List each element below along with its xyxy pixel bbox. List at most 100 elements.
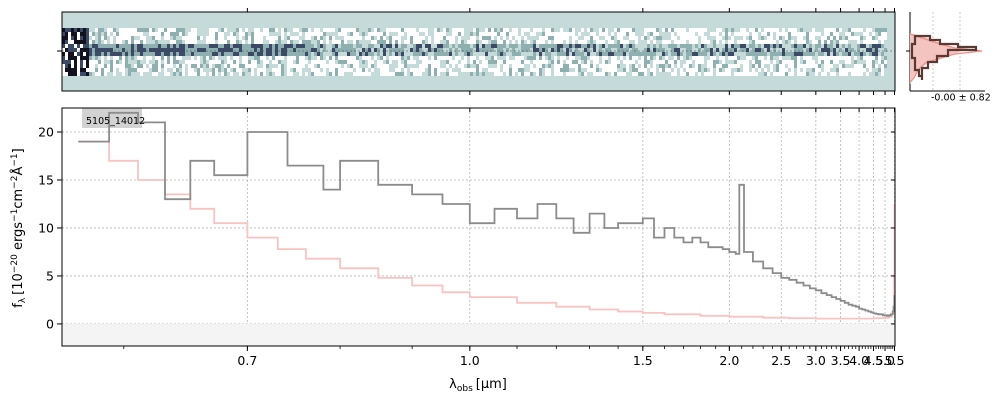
heatmap-cell	[467, 68, 470, 72]
heatmap-cell	[203, 60, 206, 64]
heatmap-cell	[797, 60, 800, 64]
heatmap-cell	[317, 72, 320, 76]
heatmap-cell	[86, 52, 89, 56]
heatmap-cell	[866, 64, 869, 68]
heatmap-cell	[308, 48, 311, 52]
heatmap-cell	[350, 60, 353, 64]
heatmap-cell	[878, 28, 881, 32]
heatmap-cell	[560, 40, 563, 44]
y-tick-label: 0	[46, 316, 54, 331]
heatmap-cell	[590, 44, 593, 48]
heatmap-cell	[782, 64, 785, 68]
heatmap-cell	[767, 36, 770, 40]
heatmap-cell	[434, 32, 437, 36]
heatmap-cell	[695, 56, 698, 60]
heatmap-cell	[551, 60, 554, 64]
x-tick-label: 0.7	[237, 353, 257, 368]
heatmap-cell	[119, 64, 122, 68]
heatmap-cell	[728, 64, 731, 68]
heatmap-cell	[104, 52, 107, 56]
heatmap-cell	[107, 68, 110, 72]
heatmap-cell	[677, 28, 680, 32]
heatmap-cell	[809, 56, 812, 60]
heatmap-cell	[143, 52, 146, 56]
heatmap-cell	[425, 60, 428, 64]
heatmap-cell	[548, 56, 551, 60]
heatmap-cell	[458, 28, 461, 32]
heatmap-cell	[98, 48, 101, 52]
heatmap-cell	[458, 44, 461, 48]
heatmap-cell	[128, 72, 131, 76]
heatmap-cell	[659, 64, 662, 68]
heatmap-cell	[380, 60, 383, 64]
heatmap-cell	[269, 52, 272, 56]
heatmap-cell	[83, 48, 86, 52]
heatmap-cell	[134, 28, 137, 32]
heatmap-cell	[317, 64, 320, 68]
heatmap-cell	[383, 44, 386, 48]
heatmap-cell	[458, 32, 461, 36]
heatmap-cell	[86, 28, 89, 32]
heatmap-cell	[581, 44, 584, 48]
heatmap-cell	[266, 32, 269, 36]
heatmap-cell	[119, 48, 122, 52]
heatmap-cell	[737, 44, 740, 48]
heatmap-cell	[830, 56, 833, 60]
heatmap-cell	[770, 40, 773, 44]
heatmap-cell	[644, 36, 647, 40]
heatmap-cell	[344, 48, 347, 52]
heatmap-cell	[320, 52, 323, 56]
heatmap-cell	[356, 44, 359, 48]
heatmap-cell	[266, 28, 269, 32]
heatmap-cell	[548, 52, 551, 56]
heatmap-cell	[248, 52, 251, 56]
heatmap-cell	[746, 40, 749, 44]
heatmap-cell	[329, 56, 332, 60]
heatmap-cell	[815, 64, 818, 68]
heatmap-cell	[83, 68, 86, 72]
heatmap-cell	[101, 36, 104, 40]
heatmap-cell	[437, 64, 440, 68]
heatmap-cell	[884, 64, 887, 68]
heatmap-cell	[674, 56, 677, 60]
heatmap-cell	[62, 56, 65, 60]
heatmap-cell	[224, 52, 227, 56]
heatmap-cell	[455, 48, 458, 52]
heatmap-cell	[374, 28, 377, 32]
heatmap-cell	[470, 56, 473, 60]
heatmap-cell	[836, 40, 839, 44]
heatmap-cell	[854, 28, 857, 32]
heatmap-cell	[308, 56, 311, 60]
heatmap-cell	[80, 72, 83, 76]
heatmap-cell	[401, 52, 404, 56]
heatmap-cell	[152, 32, 155, 36]
heatmap-cell	[581, 28, 584, 32]
heatmap-cell	[170, 52, 173, 56]
heatmap-cell	[557, 32, 560, 36]
heatmap-cell	[155, 40, 158, 44]
heatmap-cell	[605, 48, 608, 52]
heatmap-cell	[215, 36, 218, 40]
heatmap-cell	[653, 44, 656, 48]
heatmap-cell	[524, 36, 527, 40]
heatmap-cell	[173, 44, 176, 48]
heatmap-cell	[362, 72, 365, 76]
heatmap-cell	[806, 52, 809, 56]
x-axis-ticks: 0.7 1.0 1.5 2.0 2.5 3.0 3.54.04.55.05.5	[123, 108, 904, 368]
heatmap-cell	[809, 44, 812, 48]
heatmap-cell	[602, 52, 605, 56]
heatmap-cell	[557, 64, 560, 68]
heatmap-cell	[413, 52, 416, 56]
heatmap-cell	[563, 32, 566, 36]
heatmap-cell	[626, 56, 629, 60]
heatmap-cell	[377, 40, 380, 44]
heatmap-cell	[659, 44, 662, 48]
heatmap-cell	[680, 40, 683, 44]
heatmap-cell	[833, 28, 836, 32]
heatmap-cell	[551, 48, 554, 52]
heatmap-cell	[236, 60, 239, 64]
heatmap-cell	[359, 36, 362, 40]
heatmap-cell	[281, 36, 284, 40]
heatmap-cell	[737, 40, 740, 44]
heatmap-cell	[371, 40, 374, 44]
